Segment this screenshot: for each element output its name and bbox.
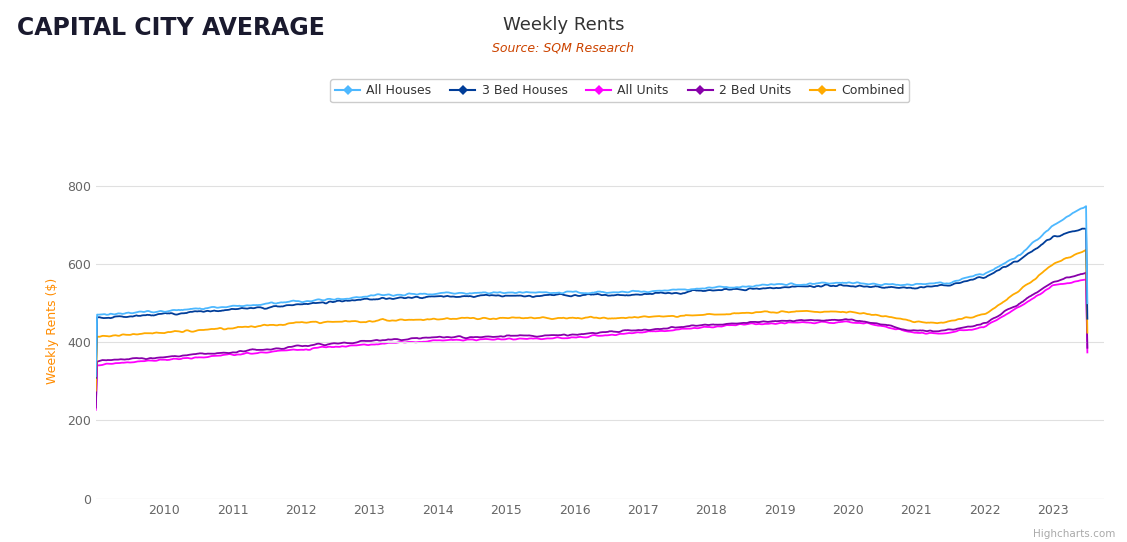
All Units (89, 406, 103, 413)
Text: CAPITAL CITY AVERAGE: CAPITAL CITY AVERAGE (17, 16, 325, 40)
All Units (1080, 276, 1093, 283)
All Houses (329, 296, 343, 303)
2 Bed Units (331, 340, 345, 347)
All Houses (89, 373, 103, 379)
Combined (331, 319, 345, 325)
All Houses (761, 282, 774, 288)
All Units (329, 344, 343, 350)
Combined (1081, 330, 1094, 336)
All Houses (331, 295, 345, 302)
Text: Weekly Rents: Weekly Rents (503, 16, 624, 34)
Line: All Houses: All Houses (96, 206, 1088, 376)
Combined (1080, 247, 1093, 253)
2 Bed Units (761, 319, 774, 325)
Legend: All Houses, 3 Bed Houses, All Units, 2 Bed Units, Combined: All Houses, 3 Bed Houses, All Units, 2 B… (330, 80, 909, 102)
3 Bed Houses (329, 298, 343, 305)
All Units (935, 330, 949, 337)
All Houses (277, 299, 291, 306)
Combined (89, 388, 103, 394)
3 Bed Houses (89, 375, 103, 381)
All Houses (1080, 203, 1093, 209)
All Units (761, 321, 774, 327)
2 Bed Units (248, 346, 261, 353)
Text: Source: SQM Research: Source: SQM Research (492, 42, 635, 55)
2 Bed Units (1081, 345, 1094, 351)
3 Bed Houses (935, 282, 949, 288)
3 Bed Houses (277, 303, 291, 309)
Line: All Units: All Units (96, 280, 1088, 410)
3 Bed Houses (761, 285, 774, 291)
All Units (331, 344, 345, 350)
All Houses (248, 302, 261, 308)
Combined (277, 321, 291, 328)
Combined (329, 319, 343, 325)
Line: 2 Bed Units: 2 Bed Units (96, 273, 1088, 408)
All Units (1081, 349, 1094, 356)
Y-axis label: Weekly Rents ($): Weekly Rents ($) (45, 278, 59, 384)
Combined (248, 324, 261, 331)
2 Bed Units (935, 327, 949, 334)
Combined (935, 319, 949, 326)
3 Bed Houses (1081, 315, 1094, 322)
All Units (248, 350, 261, 357)
All Units (277, 347, 291, 354)
Text: Highcharts.com: Highcharts.com (1033, 530, 1116, 539)
Combined (761, 308, 774, 315)
3 Bed Houses (1076, 225, 1090, 232)
2 Bed Units (329, 340, 343, 346)
3 Bed Houses (248, 305, 261, 311)
2 Bed Units (89, 404, 103, 411)
All Houses (1081, 300, 1094, 306)
All Houses (935, 280, 949, 286)
2 Bed Units (1080, 269, 1093, 276)
3 Bed Houses (331, 298, 345, 304)
Line: 3 Bed Houses: 3 Bed Houses (96, 229, 1088, 378)
2 Bed Units (277, 345, 291, 352)
Line: Combined: Combined (96, 250, 1088, 391)
